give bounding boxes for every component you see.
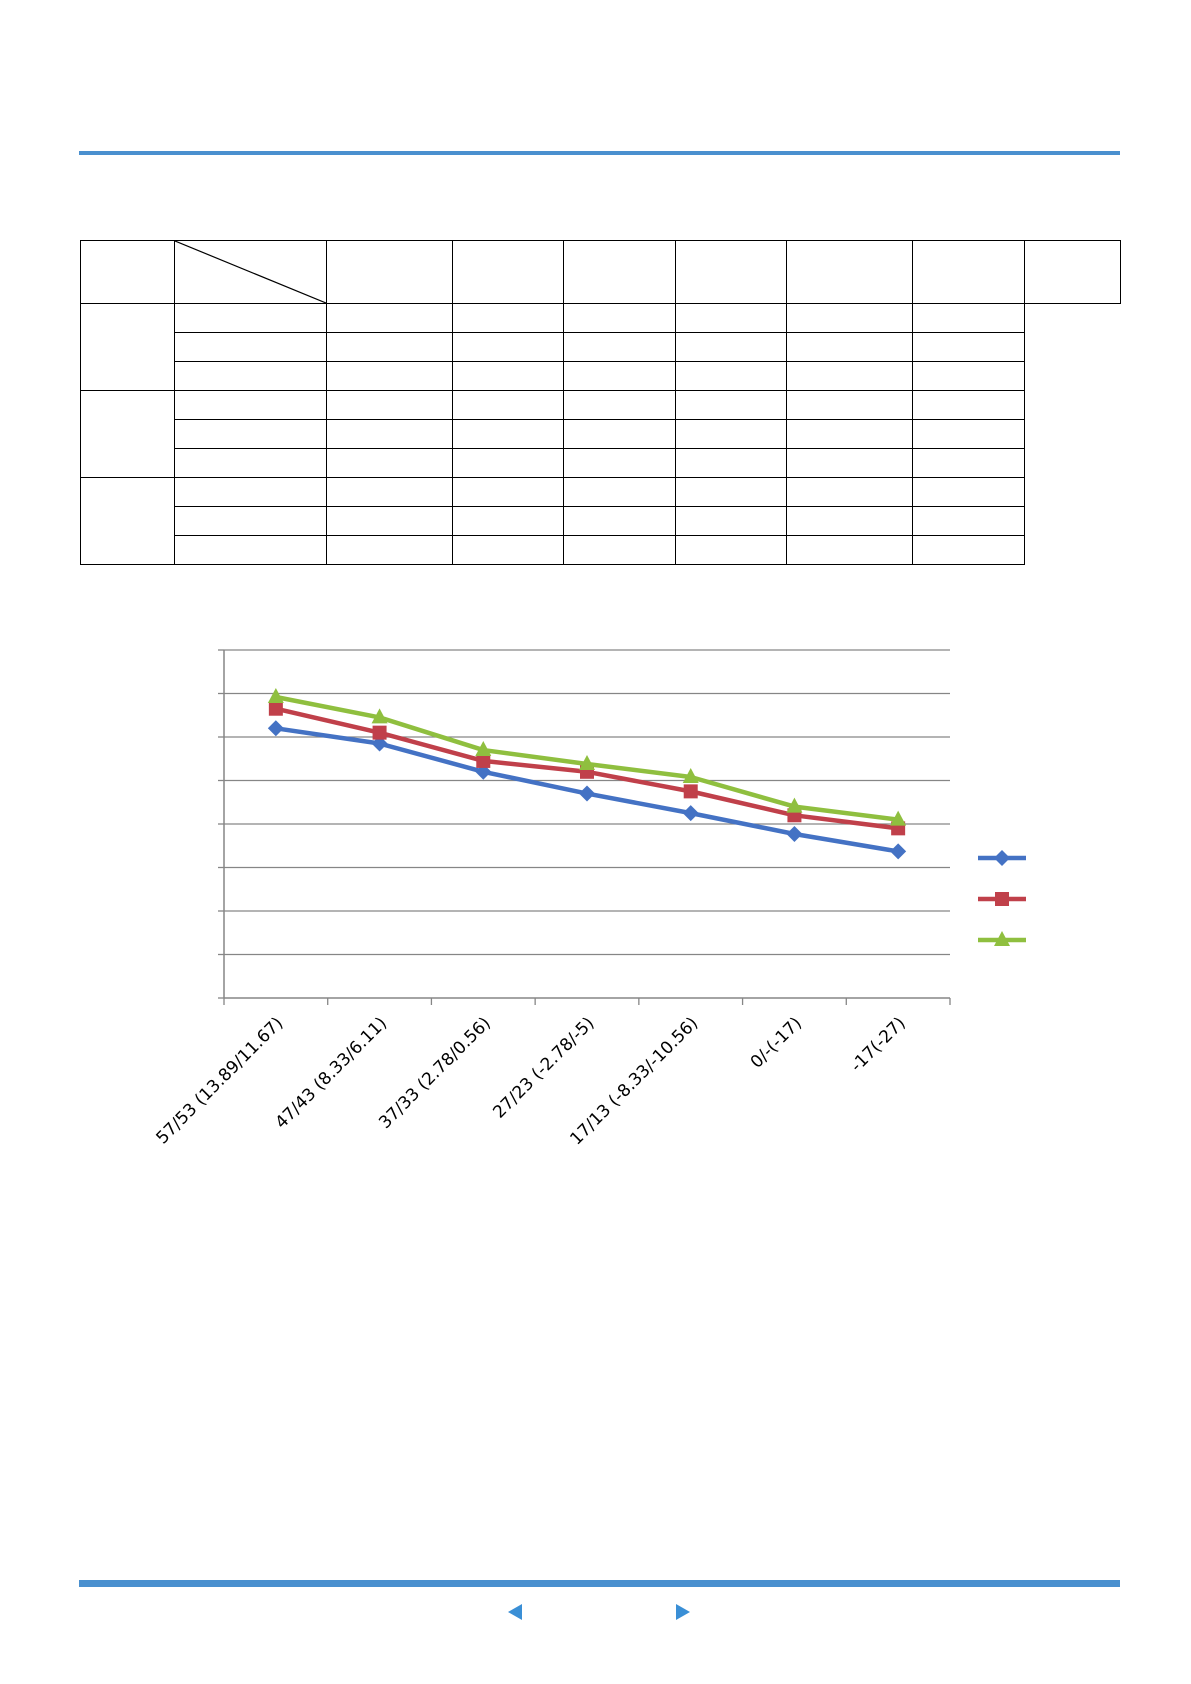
table-cell xyxy=(912,535,1025,565)
table-cell xyxy=(563,477,676,507)
x-tick-label: -17(-27) xyxy=(847,1013,910,1076)
x-tick-label: 37/33 (2.78/0.56) xyxy=(375,1013,495,1133)
data-point-triangle xyxy=(682,768,699,784)
table-row xyxy=(81,535,1121,565)
data-point-diamond xyxy=(994,850,1010,866)
data-point-triangle xyxy=(267,687,284,703)
x-tick-label: 0/-(-17) xyxy=(747,1013,806,1072)
table-cell xyxy=(174,332,327,362)
group-label-cell xyxy=(80,390,175,478)
x-tick-label: 27/23 (-2.78/-5) xyxy=(489,1013,598,1122)
table-cell xyxy=(675,535,787,565)
data-point-triangle xyxy=(371,708,388,724)
table-cell xyxy=(452,448,564,478)
data-point-triangle xyxy=(994,931,1010,946)
table-cell xyxy=(675,448,787,478)
table-row xyxy=(80,477,1121,565)
table-cell xyxy=(675,303,787,333)
table-cell xyxy=(326,361,453,391)
data-point-square xyxy=(683,784,698,799)
header-rule xyxy=(79,151,1120,155)
table-row xyxy=(81,419,1121,449)
table-cell xyxy=(912,361,1025,391)
data-point-triangle xyxy=(890,810,907,826)
table-cell xyxy=(452,477,564,507)
data-point-diamond xyxy=(579,785,595,802)
table-cell xyxy=(912,390,1025,420)
diagonal-header-cell xyxy=(174,240,327,304)
table-cell xyxy=(452,361,564,391)
table-cell xyxy=(675,506,787,536)
spec-table xyxy=(80,240,1121,565)
table-cell xyxy=(786,477,913,507)
data-point-square xyxy=(372,725,387,740)
table-cell xyxy=(452,535,564,565)
table-cell xyxy=(786,361,913,391)
table-cell xyxy=(174,535,327,565)
data-point-square xyxy=(476,753,491,768)
table-cell xyxy=(174,477,327,507)
table-row xyxy=(81,448,1121,478)
table-cell xyxy=(675,332,787,362)
table-cell xyxy=(326,332,453,362)
data-point-triangle xyxy=(579,754,595,770)
table-cell xyxy=(563,535,676,565)
data-point-diamond xyxy=(267,720,284,737)
x-tick-label: 47/43 (8.33/6.11) xyxy=(272,1013,392,1133)
table-cell xyxy=(326,303,453,333)
header-cell xyxy=(452,240,564,304)
data-point-diamond xyxy=(890,843,907,860)
header-cell xyxy=(1024,240,1121,304)
table-cell xyxy=(786,506,913,536)
table-row xyxy=(80,303,1121,391)
table-cell xyxy=(675,419,787,449)
footer-rule xyxy=(79,1580,1120,1587)
table-cell xyxy=(912,448,1025,478)
header-cell xyxy=(786,240,913,304)
previous-page-icon[interactable] xyxy=(508,1604,522,1620)
data-point-triangle xyxy=(786,797,803,813)
data-point-triangle xyxy=(475,741,492,757)
table-cell xyxy=(452,506,564,536)
next-page-icon[interactable] xyxy=(676,1604,690,1620)
table-cell xyxy=(912,303,1025,333)
table-header-row xyxy=(80,240,1121,304)
table-cell xyxy=(786,419,913,449)
table-cell xyxy=(174,303,327,333)
data-point-diamond xyxy=(786,826,803,843)
header-cell xyxy=(563,240,676,304)
table-cell xyxy=(563,303,676,333)
table-row xyxy=(81,506,1121,536)
header-cell xyxy=(326,240,453,304)
table-cell xyxy=(563,506,676,536)
header-cell xyxy=(675,240,787,304)
group-label-cell xyxy=(80,477,175,565)
data-point-square xyxy=(995,892,1009,906)
table-cell xyxy=(912,332,1025,362)
table-cell xyxy=(786,303,913,333)
data-point-diamond xyxy=(682,805,699,822)
data-point-square xyxy=(268,701,283,716)
table-cell xyxy=(326,535,453,565)
table-row xyxy=(81,332,1121,362)
x-tick-label: 57/53 (13.89/11.67) xyxy=(153,1013,288,1148)
table-cell xyxy=(174,506,327,536)
